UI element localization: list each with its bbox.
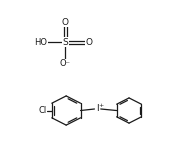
Text: +: +	[99, 103, 104, 108]
Text: O: O	[85, 38, 92, 47]
Text: I: I	[96, 104, 99, 113]
Text: S: S	[62, 38, 68, 47]
Text: O⁻: O⁻	[60, 59, 71, 68]
Text: HO: HO	[34, 38, 47, 47]
Text: Cl: Cl	[38, 106, 46, 115]
Text: O: O	[62, 18, 69, 27]
